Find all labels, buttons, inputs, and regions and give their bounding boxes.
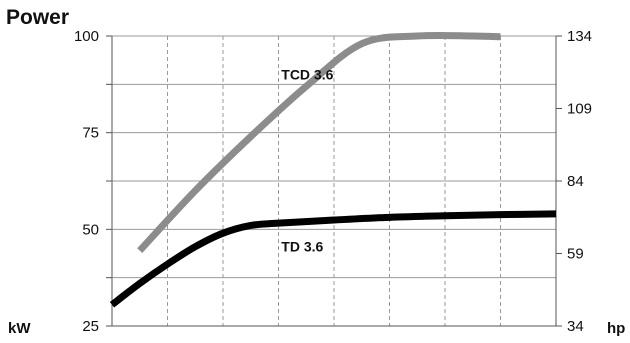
left-tick-label: 25 bbox=[82, 318, 99, 335]
series-line-tcd-3-6 bbox=[137, 31, 501, 253]
series-label-td-3-6: TD 3.6 bbox=[281, 239, 323, 255]
right-tick-label: 84 bbox=[567, 173, 584, 190]
right-axis-unit: hp bbox=[607, 320, 625, 337]
right-tick-label: 59 bbox=[567, 246, 584, 263]
series-line-td-3-6 bbox=[109, 210, 557, 308]
chart-title: Power bbox=[6, 6, 69, 29]
right-tick-label: 109 bbox=[567, 101, 592, 118]
left-tick-label: 100 bbox=[74, 28, 99, 45]
right-tick-label: 134 bbox=[567, 28, 592, 45]
right-tick-label: 34 bbox=[567, 318, 584, 335]
left-tick-label: 50 bbox=[82, 221, 99, 238]
chart-grid bbox=[112, 35, 556, 326]
chart-axes bbox=[106, 35, 562, 327]
left-axis-unit: kW bbox=[8, 320, 31, 337]
chart-series bbox=[109, 31, 557, 308]
chart-labels: 25 50 75 100 34 59 84 109 134 TCD 3.6 TD 3.6 bbox=[74, 28, 592, 335]
series-label-tcd-3-6: TCD 3.6 bbox=[281, 67, 333, 83]
left-tick-label: 75 bbox=[82, 125, 99, 142]
